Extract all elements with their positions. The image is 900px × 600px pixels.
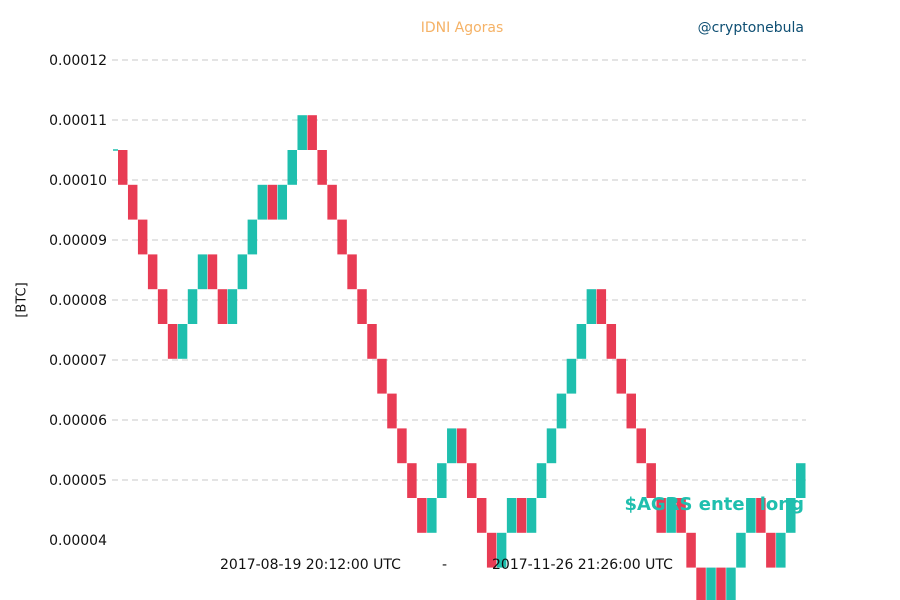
- renko-brick-down: [267, 184, 278, 220]
- renko-brick-up: [227, 289, 238, 324]
- author-handle: @cryptonebula: [697, 20, 804, 36]
- renko-brick-up: [237, 254, 248, 290]
- renko-brick-down: [626, 393, 636, 429]
- y-axis-label: [BTC]: [14, 282, 30, 318]
- renko-brick-up: [257, 184, 268, 220]
- y-tick-label: 0.00008: [49, 293, 107, 309]
- y-tick-label: 0.00007: [49, 353, 107, 369]
- renko-brick-up: [726, 567, 736, 600]
- renko-brick-up: [666, 498, 676, 533]
- renko-brick-down: [137, 219, 148, 255]
- renko-brick-down: [696, 567, 706, 600]
- renko-brick-down: [756, 498, 766, 533]
- renko-brick-down: [476, 498, 487, 533]
- renko-brick-down: [616, 358, 627, 394]
- renko-brick-up: [197, 254, 208, 290]
- renko-brick-down: [217, 289, 228, 324]
- chart-title: IDNI Agoras: [420, 20, 504, 36]
- renko-brick-up: [586, 289, 597, 324]
- renko-brick-down: [457, 428, 467, 464]
- renko-brick-up: [506, 498, 517, 533]
- renko-brick-down: [317, 150, 327, 185]
- renko-brick-up: [706, 567, 716, 600]
- renko-brick-down: [167, 324, 178, 359]
- renko-brick-down: [676, 498, 686, 533]
- renko-bricks: [113, 115, 806, 600]
- renko-brick-down: [466, 463, 477, 498]
- renko-brick-down: [357, 289, 367, 324]
- renko-brick-down: [417, 498, 427, 533]
- renko-brick-down: [606, 324, 617, 359]
- renko-brick-down: [377, 358, 387, 394]
- renko-brick-up: [447, 428, 457, 464]
- renko-brick-down: [347, 254, 357, 290]
- y-tick-label: 0.00004: [49, 533, 107, 549]
- renko-brick-up: [277, 184, 288, 220]
- renko-brick-down: [646, 463, 656, 498]
- y-tick-label: 0.00011: [49, 113, 107, 129]
- renko-brick-down: [636, 428, 646, 464]
- renko-brick-down: [656, 498, 666, 533]
- renko-brick-down: [147, 254, 158, 290]
- renko-brick-up: [736, 532, 746, 568]
- renko-brick-up: [177, 324, 188, 359]
- start-date-label: 2017-08-19 20:12:00 UTC: [220, 557, 401, 573]
- y-tick-label: 0.00009: [49, 233, 107, 249]
- y-tick-label: 0.00006: [49, 413, 107, 429]
- renko-brick-up: [546, 428, 557, 464]
- renko-brick-down: [207, 254, 218, 290]
- renko-brick-down: [397, 428, 407, 464]
- renko-brick-up: [576, 324, 587, 359]
- renko-brick-up: [566, 358, 577, 394]
- renko-brick-down: [127, 184, 138, 220]
- date-separator: -: [442, 557, 448, 573]
- renko-brick-down: [766, 532, 776, 568]
- y-tick-label: 0.00010: [49, 173, 107, 189]
- renko-brick-up: [526, 498, 537, 533]
- y-axis-ticks: 0.00004 0.00005 0.00006 0.00007 0.00008 0.000…: [49, 53, 107, 549]
- renko-brick-up: [247, 219, 258, 255]
- renko-brick-up: [786, 498, 796, 533]
- renko-brick-down: [327, 184, 337, 220]
- renko-brick-down: [307, 115, 317, 150]
- renko-brick-down: [337, 219, 347, 255]
- renko-brick-down: [716, 567, 726, 600]
- renko-brick-up: [556, 393, 567, 429]
- renko-brick-up: [536, 463, 547, 498]
- renko-brick-down: [486, 532, 497, 568]
- renko-brick-down: [387, 393, 397, 429]
- renko-brick-down: [367, 324, 377, 359]
- renko-brick-up: [287, 150, 297, 185]
- renko-brick-up: [746, 498, 756, 533]
- renko-brick-down: [118, 150, 128, 185]
- renko-brick-down: [157, 289, 168, 324]
- renko-brick-down: [596, 289, 607, 324]
- y-tick-label: 0.00005: [49, 473, 107, 489]
- grid-lines: [112, 59, 806, 481]
- renko-brick-up: [496, 532, 507, 568]
- renko-brick-up: [796, 463, 806, 498]
- renko-brick-up: [437, 463, 447, 498]
- renko-brick-up: [776, 532, 786, 568]
- y-tick-label: 0.00012: [49, 53, 107, 69]
- renko-brick-down: [686, 532, 696, 568]
- end-date-label: 2017-11-26 21:26:00 UTC: [492, 557, 673, 573]
- renko-brick-down: [407, 463, 417, 498]
- renko-brick-up: [427, 498, 437, 533]
- renko-brick-up: [187, 289, 198, 324]
- signal-annotation: $AGRS enter long: [624, 494, 804, 515]
- renko-brick-down: [516, 498, 527, 533]
- renko-brick-up: [297, 115, 307, 150]
